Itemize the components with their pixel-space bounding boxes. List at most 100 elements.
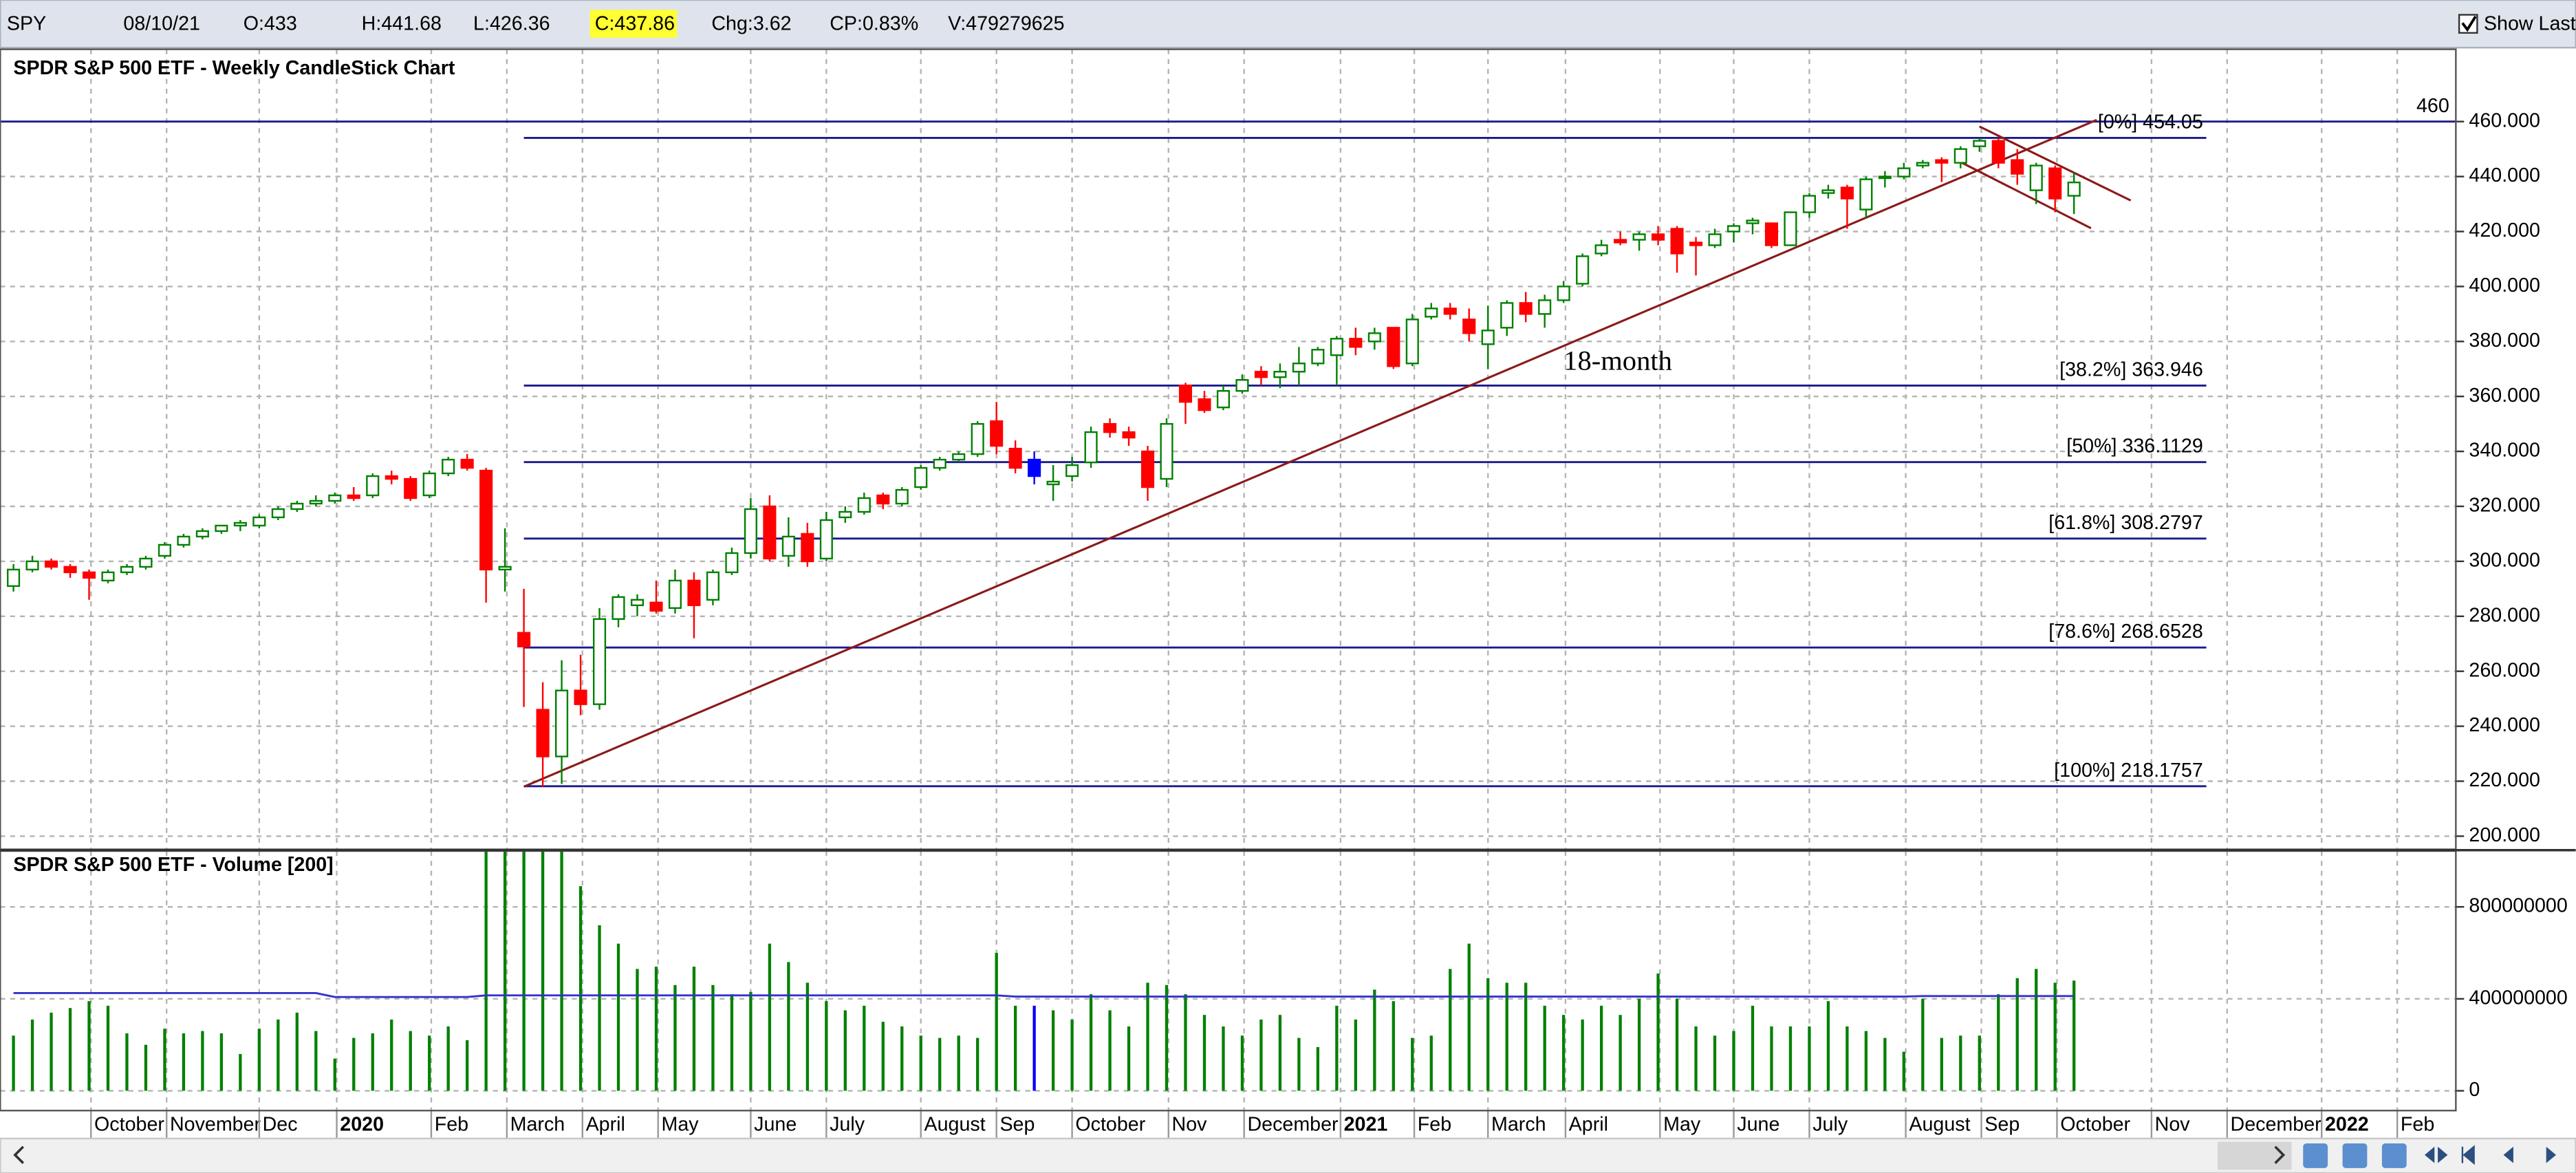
y-tick-label: 0 — [2469, 1079, 2480, 1101]
candle-body — [1916, 162, 1929, 166]
volume-bar — [277, 1019, 280, 1091]
candle-body — [1330, 338, 1343, 356]
volume-bar — [1127, 1026, 1131, 1091]
y-tick-label: 340.000 — [2469, 440, 2540, 462]
expand-button[interactable] — [2424, 1146, 2448, 1163]
volume-bar — [333, 1058, 336, 1091]
scroll-thumb[interactable] — [2218, 1141, 2292, 1170]
candle-body — [1462, 319, 1476, 334]
volume-bar — [1599, 1005, 1603, 1091]
volume-bar — [578, 886, 583, 1091]
candle-body — [2067, 181, 2081, 197]
candle-body — [25, 560, 39, 571]
volume-bar — [957, 1035, 960, 1091]
candle-body — [1727, 225, 1741, 233]
candle-body — [1028, 458, 1041, 477]
y-tick-label: 460.000 — [2469, 109, 2540, 131]
volume-bar — [50, 1012, 53, 1091]
candle-body — [555, 689, 569, 757]
volume-bar — [1014, 1005, 1017, 1091]
volume-bar — [1940, 1037, 1943, 1091]
scrollbar[interactable] — [0, 1137, 2576, 1173]
x-tick-label: July — [1812, 1113, 1848, 1135]
x-tick-label: Feb — [2401, 1113, 2434, 1135]
volume-bar — [12, 1035, 15, 1091]
y-tick-label: 200.000 — [2469, 824, 2540, 846]
zoom-out-button[interactable] — [2342, 1143, 2368, 1168]
candle-body — [1802, 195, 1816, 213]
candle-body — [1084, 431, 1098, 464]
next-button[interactable] — [2546, 1146, 2557, 1163]
scroll-left[interactable] — [13, 1145, 25, 1164]
volume-bar — [409, 1031, 412, 1091]
candle-body — [177, 535, 191, 546]
volume-bar — [616, 943, 620, 1091]
candle-body — [838, 510, 852, 519]
candle-body — [933, 458, 946, 469]
candle-body — [2029, 164, 2043, 191]
candles — [0, 118, 2456, 788]
x-tick-label: May — [1663, 1113, 1701, 1135]
volume-bar — [1978, 1035, 1981, 1091]
volume-bar — [1675, 998, 1679, 1091]
show-last-label[interactable]: Show Last — [2484, 12, 2576, 34]
x-tick-label: March — [510, 1113, 565, 1135]
volume-bar — [1864, 1031, 1868, 1091]
candle-body — [63, 566, 77, 574]
x-tick-label: 2020 — [340, 1113, 384, 1135]
candle-body — [1538, 299, 1552, 315]
x-tick-label: November — [170, 1113, 261, 1135]
scroll-right[interactable] — [2274, 1145, 2286, 1164]
candle-body — [1160, 422, 1173, 480]
candle-body — [649, 601, 663, 612]
close: C:437.86 — [595, 12, 675, 34]
prev-button[interactable] — [2503, 1146, 2513, 1163]
volume-bar — [1883, 1037, 1887, 1091]
volume-bar — [106, 1005, 110, 1091]
candle-body — [763, 505, 777, 560]
candle-body — [290, 502, 304, 510]
change: Chg:3.62 — [711, 12, 791, 34]
volume-bar — [692, 967, 696, 1091]
candle-body — [1973, 140, 1987, 147]
first-button[interactable] — [2461, 1145, 2475, 1165]
zoom-in-button[interactable] — [2303, 1143, 2328, 1168]
volume-bar — [68, 1008, 72, 1091]
candle-body — [385, 475, 398, 480]
x-tick-label: Nov — [1172, 1113, 1208, 1135]
candle-body — [1425, 308, 1438, 318]
candle-body — [1652, 233, 1665, 241]
candle-body — [611, 596, 625, 620]
trend-line — [1954, 158, 2092, 230]
candle-body — [1991, 140, 2005, 164]
volume-bar — [1449, 969, 1452, 1091]
volume-bar — [522, 850, 526, 1091]
volume-bar — [825, 1001, 828, 1091]
candle-body — [1216, 390, 1231, 409]
volume-bar — [2072, 980, 2076, 1091]
candle-body — [498, 566, 512, 571]
volume-bar — [1146, 982, 1149, 1091]
volume-bar — [1240, 1035, 1244, 1091]
candle-body — [2048, 167, 2062, 200]
zoom-reset-button[interactable] — [2381, 1143, 2407, 1168]
candle-body — [971, 422, 984, 455]
volume-bar — [446, 1026, 450, 1091]
candle-body — [1443, 308, 1457, 315]
volume-bar — [1184, 994, 1187, 1091]
candle-body — [574, 689, 587, 705]
volume-bar — [1808, 1026, 1811, 1091]
y-tick-label: 400.000 — [2469, 275, 2540, 297]
candle-body — [404, 477, 418, 499]
candle-body — [158, 544, 171, 557]
volume-bar — [1921, 998, 1925, 1091]
volume-bar — [1467, 943, 1471, 1091]
candle-body — [1178, 385, 1193, 403]
volume-bar — [711, 984, 715, 1091]
candle-body — [1784, 211, 1797, 246]
candle-body — [442, 458, 455, 475]
candle-body — [706, 571, 719, 601]
candle-body — [536, 709, 550, 757]
symbol: SPY — [7, 12, 46, 34]
y-tick-label: 280.000 — [2469, 604, 2540, 626]
